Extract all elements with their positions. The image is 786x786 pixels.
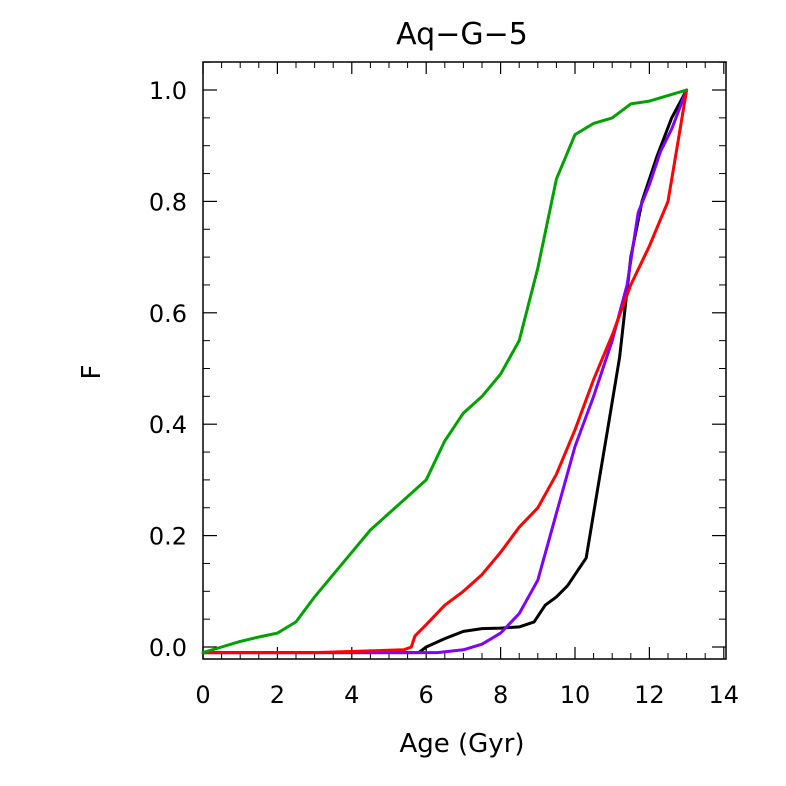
plot-frame [202, 61, 727, 660]
x-tick-label: 2 [270, 681, 285, 709]
series-group [201, 88, 689, 655]
x-tick-label: 4 [344, 681, 359, 709]
axis-ticks: 0 2 4 6 8 10 12 14 0.0 0.2 0.4 0.6 0.8 1.0 [149, 61, 740, 709]
series-line-green [201, 88, 689, 655]
y-tick-label: 0.4 [149, 411, 187, 439]
x-axis-title: Age (Gyr) [399, 729, 524, 759]
x-tick-label: 6 [419, 681, 434, 709]
x-tick-label: 8 [493, 681, 508, 709]
y-tick-label: 0.8 [149, 188, 187, 216]
y-axis-title: F [77, 365, 107, 380]
chart-title: Aq−G−5 [396, 17, 528, 52]
y-tick-label: 0.6 [149, 300, 187, 328]
series-line-purple [201, 88, 689, 655]
y-tick-label: 0.0 [149, 634, 187, 662]
x-tick-label: 12 [634, 681, 665, 709]
x-tick-label: 14 [709, 681, 740, 709]
x-tick-label: 0 [195, 681, 210, 709]
series-line-black [201, 88, 689, 655]
x-tick-label: 10 [560, 681, 591, 709]
series-line-red [201, 88, 689, 655]
y-tick-label: 1.0 [149, 77, 187, 105]
y-tick-label: 0.2 [149, 523, 187, 551]
